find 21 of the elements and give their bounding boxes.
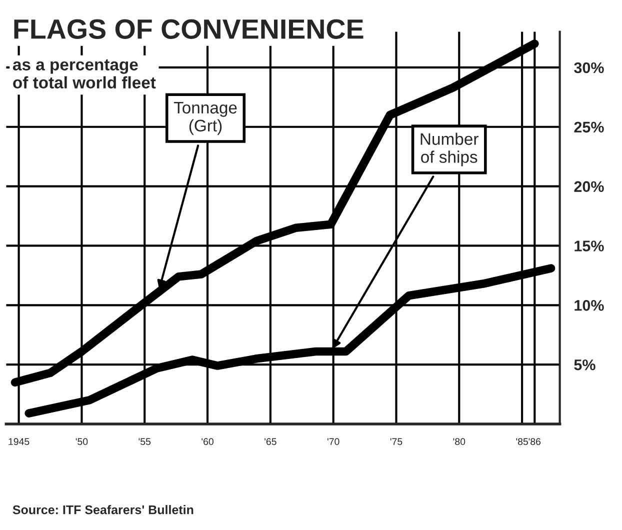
x-tick-label: '86	[528, 438, 541, 446]
x-tick-label: '75	[390, 438, 402, 446]
y-tick-label: 15%	[574, 240, 604, 252]
text: Tonnage (Grt)	[174, 102, 237, 135]
y-tick-label: 20%	[574, 181, 604, 192]
x-tick-label: '85	[516, 438, 528, 446]
text: Number of ships	[420, 132, 478, 166]
text: as a percentage of total world fleet	[12, 59, 156, 88]
y-tick-label: 25%	[574, 122, 604, 133]
x-tick-label: '50	[76, 438, 88, 446]
y-tick-label: 30%	[574, 62, 604, 74]
x-tick-label: '80	[453, 438, 466, 446]
x-tick-label: 1945	[8, 438, 30, 446]
source-note: Source: ITF Seafarers' Bulletin	[12, 505, 194, 514]
y-tick-label: 10%	[574, 300, 604, 311]
x-tick-label: '55	[138, 438, 151, 446]
x-tick-label: '70	[327, 438, 340, 446]
y-tick-label: 5%	[574, 359, 596, 370]
x-tick-label: '65	[264, 438, 276, 446]
chart-title: FLAGS OF CONVENIENCE	[14, 19, 364, 39]
x-tick-label: '60	[202, 438, 214, 446]
